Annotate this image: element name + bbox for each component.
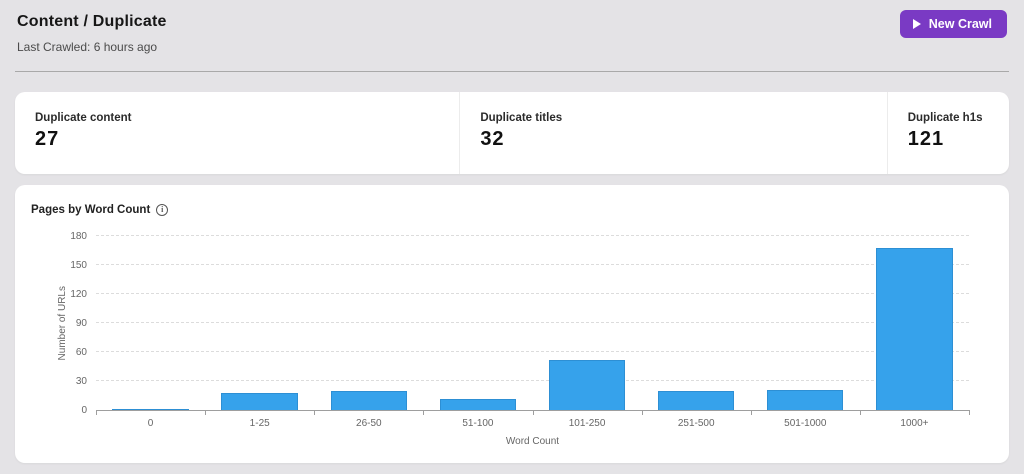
- x-tick-mark: [96, 410, 97, 415]
- x-tick-label: 26-50: [356, 418, 382, 429]
- stat-label: Duplicate h1s: [907, 112, 983, 124]
- x-tick-mark: [750, 410, 752, 415]
- bar-26-50[interactable]: [330, 390, 407, 410]
- bar-51-100[interactable]: [439, 399, 517, 410]
- page-title: Content / Duplicate: [17, 13, 167, 30]
- gridline-y-120: [96, 293, 969, 294]
- stat-label: Duplicate titles: [480, 112, 563, 124]
- play-icon: [912, 19, 921, 29]
- y-tick-label: 30: [75, 376, 87, 388]
- x-tick-mark: [423, 410, 425, 415]
- new-crawl-button[interactable]: New Crawl: [899, 10, 1007, 38]
- stat-duplicate-titles: Duplicate titles 32: [459, 92, 886, 174]
- x-tick-label: 251-500: [677, 418, 715, 429]
- x-tick-mark: [969, 410, 970, 415]
- x-tick-mark: [532, 410, 534, 415]
- stat-value: 32: [480, 128, 505, 150]
- chart-title: Pages by Word Count: [31, 204, 151, 216]
- x-tick-label: 501-1000: [784, 418, 827, 429]
- x-tick-label: 101-250: [568, 418, 606, 429]
- new-crawl-button-label: New Crawl: [928, 17, 992, 31]
- bar-1-25[interactable]: [221, 392, 298, 410]
- stat-label: Duplicate content: [35, 112, 132, 124]
- y-tick-label: 120: [70, 289, 87, 301]
- x-tick-label: 51-100: [462, 418, 494, 429]
- gridline-y-60: [96, 351, 969, 352]
- page-header: Content / Duplicate New Crawl Last Crawl…: [0, 0, 1024, 54]
- gridline-y-90: [96, 322, 969, 323]
- plot-area: 0 30 60 90 120 150 180 0 1-25 26-50 51-100 101-250 2…: [70, 231, 970, 447]
- stat-value: 27: [35, 128, 60, 150]
- duplicate-stats-card: Duplicate content 27 Duplicate titles 32…: [15, 92, 1009, 174]
- x-tick-mark: [859, 410, 861, 415]
- x-axis-label: Word Count: [505, 436, 560, 447]
- gridline-y-150: [96, 264, 969, 265]
- gridline-y-180: [96, 235, 969, 236]
- stat-duplicate-content: Duplicate content 27: [15, 92, 459, 174]
- bar-251-500[interactable]: [657, 390, 735, 410]
- x-tick-mark: [205, 410, 207, 415]
- bar-1000+[interactable]: [876, 247, 953, 410]
- y-tick-label: 90: [75, 318, 87, 329]
- x-tick-label: 0: [147, 418, 154, 429]
- chart-title-row: Pages by Word Count i: [31, 204, 169, 216]
- bar-501-1000[interactable]: [767, 389, 844, 410]
- gridline-y-30: [96, 380, 969, 381]
- y-tick-label: 180: [70, 231, 87, 242]
- y-tick-label: 60: [75, 347, 87, 359]
- y-tick-label: 0: [81, 405, 87, 416]
- last-crawled-text: Last Crawled: 6 hours ago: [17, 40, 158, 54]
- header-divider: [15, 71, 1009, 72]
- y-tick-label: 150: [70, 260, 87, 271]
- bar-101-250[interactable]: [548, 359, 626, 410]
- bar-0[interactable]: [112, 409, 189, 410]
- x-tick-label: 1000+: [900, 418, 929, 429]
- x-tick-mark: [314, 410, 316, 415]
- info-icon[interactable]: i: [156, 204, 169, 216]
- x-tick-label: 1-25: [249, 418, 270, 429]
- x-tick-mark: [641, 410, 643, 415]
- stat-duplicate-h1s: Duplicate h1s 121: [886, 92, 1009, 174]
- stat-value: 121: [907, 128, 945, 150]
- pages-by-word-count-card: Pages by Word Count i Number of URLs 0 30…: [15, 185, 1009, 463]
